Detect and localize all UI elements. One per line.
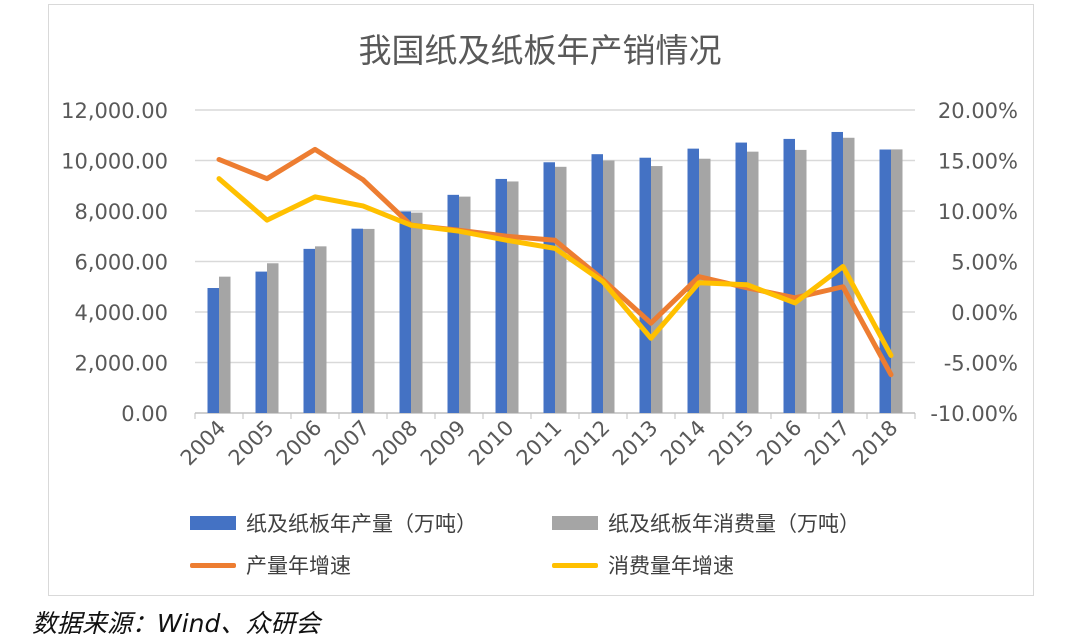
x-tick-label: 2007 xyxy=(320,416,375,471)
bar-production xyxy=(735,142,747,413)
bar-production xyxy=(879,149,891,414)
legend-swatch xyxy=(552,516,598,530)
x-tick-label: 2009 xyxy=(416,416,471,471)
bar-production xyxy=(351,228,363,413)
legend-swatch xyxy=(190,516,236,530)
bar-production xyxy=(591,154,603,413)
bar-production xyxy=(255,271,267,413)
bar-consumption xyxy=(315,246,327,413)
bar-production xyxy=(783,138,795,413)
y-right-tick-label: -5.00% xyxy=(944,352,1018,376)
y-right-tick-label: 20.00% xyxy=(938,99,1018,123)
x-tick-label: 2018 xyxy=(848,416,903,471)
x-tick-label: 2008 xyxy=(368,416,423,471)
legend-swatch xyxy=(190,562,236,568)
legend-label: 纸及纸板年消费量（万吨） xyxy=(608,512,860,536)
x-tick-label: 2005 xyxy=(224,416,279,471)
y-left-tick-label: 2,000.00 xyxy=(74,352,168,376)
y-right-tick-label: -10.00% xyxy=(930,402,1018,426)
legend-item-consumption-growth: 消费量年增速 xyxy=(552,550,734,580)
bar-consumption xyxy=(363,228,375,413)
bar-consumption xyxy=(555,166,567,413)
bar-production xyxy=(639,157,651,413)
legend-label: 纸及纸板年产量（万吨） xyxy=(246,512,477,536)
bar-consumption xyxy=(747,151,759,413)
bar-consumption xyxy=(507,181,519,413)
y-left-tick-label: 12,000.00 xyxy=(61,99,168,123)
y-left-tick-label: 4,000.00 xyxy=(74,301,168,325)
x-tick-label: 2012 xyxy=(560,416,615,471)
x-tick-label: 2015 xyxy=(704,416,759,471)
bar-consumption xyxy=(411,212,423,413)
bar-consumption xyxy=(267,263,279,413)
x-tick-label: 2004 xyxy=(176,416,231,471)
x-tick-label: 2013 xyxy=(608,416,663,471)
y-left-tick-label: 0.00 xyxy=(121,402,168,426)
chart: 我国纸及纸板年产销情况 0.00 2,000.00 4,000.00 6,000.00… xyxy=(61,31,1018,471)
y-right-tick-label: 0.00% xyxy=(951,301,1018,325)
legend-item-production: 纸及纸板年产量（万吨） xyxy=(190,508,477,538)
legend-swatch xyxy=(552,562,598,568)
y-right-tick-label: 15.00% xyxy=(938,150,1018,174)
bar-consumption xyxy=(795,149,807,413)
bar-production xyxy=(543,162,555,413)
y-left-tick-label: 8,000.00 xyxy=(74,200,168,224)
x-tick-label: 2017 xyxy=(800,416,855,471)
y-left-tick-label: 6,000.00 xyxy=(74,251,168,275)
legend-label: 产量年增速 xyxy=(246,554,351,578)
legend-label: 消费量年增速 xyxy=(608,554,734,578)
legend-item-consumption: 纸及纸板年消费量（万吨） xyxy=(552,508,860,538)
y-right-tick-label: 10.00% xyxy=(938,200,1018,224)
chart-title: 我国纸及纸板年产销情况 xyxy=(359,31,722,70)
x-tick-label: 2016 xyxy=(752,416,807,471)
bar-consumption xyxy=(219,276,231,413)
x-tick-label: 2014 xyxy=(656,416,711,471)
y-right-tick-label: 5.00% xyxy=(951,251,1018,275)
y-left-tick-label: 10,000.00 xyxy=(61,150,168,174)
chart-frame xyxy=(48,4,1034,596)
legend-item-production-growth: 产量年增速 xyxy=(190,550,351,580)
bar-consumption xyxy=(891,149,903,413)
bar-production xyxy=(447,194,459,413)
bar-production xyxy=(399,211,411,413)
x-tick-label: 2006 xyxy=(272,416,327,471)
x-tick-label: 2011 xyxy=(512,416,567,471)
bar-production xyxy=(303,248,315,413)
bar-consumption xyxy=(459,196,471,413)
bar-consumption xyxy=(651,166,663,413)
source-note: 数据来源：Wind、众研会 xyxy=(32,609,321,638)
bar-production xyxy=(495,178,507,413)
x-tick-label: 2010 xyxy=(464,416,519,471)
bar-production xyxy=(207,288,219,413)
bar-consumption xyxy=(699,158,711,413)
